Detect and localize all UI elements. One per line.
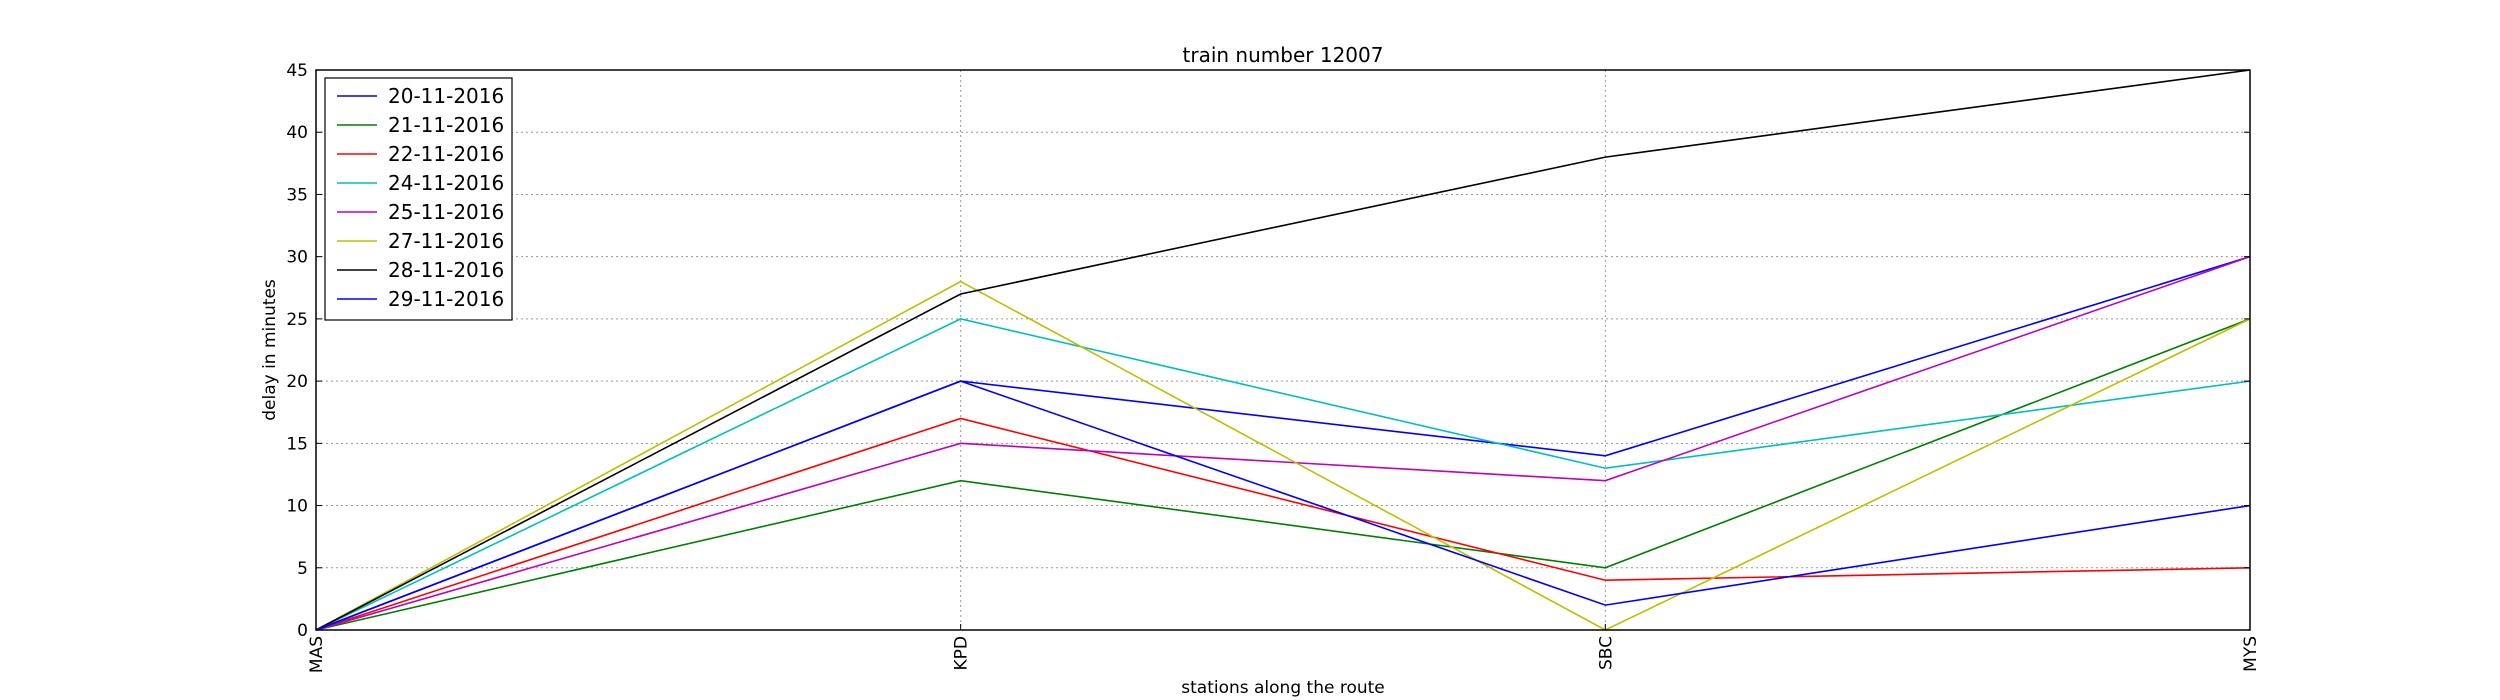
y-tick-label: 15 bbox=[286, 434, 308, 454]
legend-entry: 21-11-2016 bbox=[388, 113, 504, 137]
y-tick-label: 35 bbox=[286, 185, 308, 205]
y-tick-label: 10 bbox=[286, 497, 308, 517]
y-tick-label: 5 bbox=[297, 559, 308, 579]
legend-box bbox=[324, 77, 513, 321]
series-line-24-11-2016 bbox=[315, 318, 2251, 631]
y-tick-label: 25 bbox=[286, 310, 308, 330]
chart-title: train number 12007 bbox=[1183, 43, 1384, 67]
series-line-28-11-2016 bbox=[315, 69, 2251, 631]
x-tick-label: KPD bbox=[952, 636, 972, 671]
legend-entry: 20-11-2016 bbox=[388, 84, 504, 108]
series-line-29-11-2016 bbox=[315, 380, 2251, 631]
x-tick-label: MAS bbox=[307, 636, 327, 673]
legend-entry: 27-11-2016 bbox=[388, 229, 504, 253]
series-line-27-11-2016 bbox=[315, 280, 2251, 631]
legend-entry: 24-11-2016 bbox=[388, 171, 504, 195]
y-tick-label: 20 bbox=[286, 372, 308, 392]
x-axis-ticks: MAS KPD SBC MYS bbox=[307, 624, 2261, 673]
legend-entry: 22-11-2016 bbox=[388, 142, 504, 166]
legend-entry: 28-11-2016 bbox=[388, 258, 504, 282]
x-axis-title: stations along the route bbox=[1181, 678, 1385, 698]
x-tick-label: MYS bbox=[2241, 636, 2261, 672]
y-tick-label: 30 bbox=[286, 248, 308, 268]
series-line-21-11-2016 bbox=[315, 318, 2251, 631]
y-axis-ticks: 0 5 10 15 20 25 30 35 40 45 bbox=[286, 61, 2250, 641]
y-axis-title: delay in minutes bbox=[260, 279, 280, 421]
series-line-25-11-2016 bbox=[315, 255, 2251, 631]
y-tick-label: 45 bbox=[286, 61, 308, 81]
y-tick-label: 0 bbox=[297, 621, 308, 641]
plot-frame bbox=[315, 69, 2251, 631]
legend-entry: 25-11-2016 bbox=[388, 200, 504, 224]
y-tick-label: 40 bbox=[286, 123, 308, 143]
x-tick-label: SBC bbox=[1596, 636, 1616, 670]
legend-entry: 29-11-2016 bbox=[388, 287, 504, 311]
series-lines bbox=[315, 69, 2251, 631]
series-line-22-11-2016 bbox=[315, 417, 2251, 631]
legend: 20-11-2016 21-11-2016 22-11-2016 24-11-2016… bbox=[324, 77, 513, 321]
